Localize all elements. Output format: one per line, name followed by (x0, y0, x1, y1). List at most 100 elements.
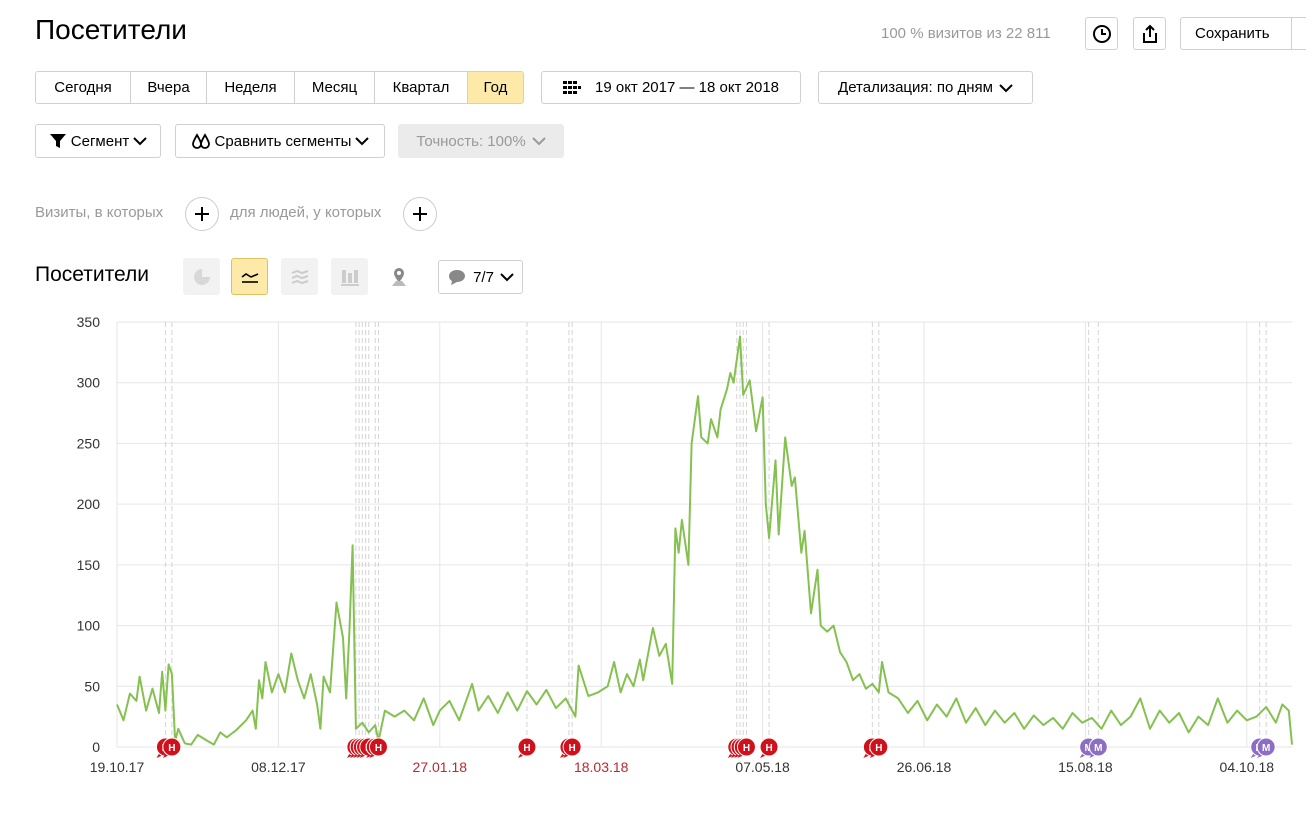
note-marker (1079, 753, 1087, 758)
y-tick-label: 150 (77, 557, 101, 573)
line-icon (241, 272, 258, 283)
note-marker (349, 737, 369, 757)
note-label: Н (743, 743, 750, 754)
save-label: Сохранить (1195, 25, 1270, 42)
note-label: Н (736, 743, 743, 754)
note-marker (737, 753, 745, 758)
add-filter-button[interactable] (185, 197, 219, 231)
history-button[interactable] (1085, 17, 1118, 50)
note-marker (352, 737, 372, 757)
section-title: Посетители (35, 263, 149, 286)
note-label: Н (362, 743, 369, 754)
accuracy-button: Точность: 100% (398, 124, 564, 158)
filter-label: Визиты, в которых (35, 204, 164, 221)
area-chart-button[interactable] (281, 258, 318, 295)
note-marker (733, 737, 753, 757)
period-option[interactable]: Вчера (131, 72, 207, 103)
period-option[interactable]: Сегодня (36, 72, 131, 103)
y-tick-label: 0 (92, 739, 100, 755)
chevron-icon (500, 273, 514, 282)
calendar-icon (563, 80, 581, 94)
note-label: Н (869, 743, 876, 754)
note-label: Н (875, 743, 882, 754)
save-dropdown[interactable] (1291, 18, 1306, 49)
y-tick-label: 200 (77, 496, 101, 512)
date-range: 19 окт 2017 — 18 окт 2018 (595, 79, 779, 96)
note-marker (1257, 753, 1265, 758)
pie-chart-button[interactable] (183, 258, 220, 295)
bars-icon (340, 269, 359, 286)
period-selector: Сегодня Вчера Неделя Месяц Квартал Год (35, 71, 524, 104)
period-option[interactable]: Неделя (207, 72, 295, 103)
note-marker (1256, 737, 1276, 757)
note-label: Н (375, 743, 382, 754)
note-marker (369, 753, 377, 758)
date-range-button[interactable]: 19 окт 2017 — 18 окт 2018 (541, 71, 801, 104)
note-marker (563, 753, 571, 758)
pie-icon (193, 268, 210, 285)
segment-label: Сегмент (70, 132, 130, 150)
note-label: М (1094, 743, 1102, 754)
note-marker (862, 737, 882, 757)
note-label: Н (740, 743, 747, 754)
note-marker (1079, 737, 1099, 757)
note-marker (517, 737, 537, 757)
note-marker (727, 737, 747, 757)
x-tick-label: 08.12.17 (251, 759, 306, 775)
accuracy-label: Точность: 100% (416, 132, 526, 150)
note-marker (155, 737, 175, 757)
filter-label: для людей, у которых (230, 204, 382, 221)
drops-icon (191, 133, 210, 149)
period-option[interactable]: Год (468, 72, 523, 103)
page-title: Посетители (35, 14, 187, 45)
save-button[interactable]: Сохранить (1180, 17, 1306, 50)
note-label: Н (352, 743, 359, 754)
y-tick-label: 50 (84, 678, 100, 694)
note-marker (162, 737, 182, 757)
area-icon (291, 269, 308, 284)
note-marker (162, 753, 170, 758)
note-marker (1250, 737, 1270, 757)
period-option[interactable]: Месяц (295, 72, 375, 103)
y-tick-label: 300 (77, 375, 101, 391)
note-marker (1089, 753, 1097, 758)
detail-label: Детализация: по дням (838, 79, 993, 96)
note-marker (731, 753, 739, 758)
compare-button[interactable]: Сравнить сегменты (175, 124, 385, 158)
note-label: Н (162, 743, 169, 754)
note-label: Н (733, 743, 740, 754)
add-filter-button[interactable] (403, 197, 437, 231)
segment-button[interactable]: Сегмент (35, 124, 161, 158)
notes-button[interactable]: 7/7 (438, 260, 523, 294)
x-tick-label: 27.01.18 (413, 759, 468, 775)
note-marker (346, 753, 354, 758)
note-marker (727, 753, 735, 758)
note-marker (760, 753, 768, 758)
y-tick-label: 250 (77, 435, 101, 451)
note-marker (1088, 737, 1108, 757)
note-label: М (1262, 743, 1270, 754)
note-marker (562, 737, 582, 757)
note-marker (730, 737, 750, 757)
note-marker (346, 737, 366, 757)
x-tick-label: 26.06.18 (897, 759, 952, 775)
chevron-icon (999, 83, 1013, 92)
note-marker (863, 753, 871, 758)
note-marker (350, 753, 358, 758)
note-marker (356, 737, 376, 757)
period-option[interactable]: Квартал (375, 72, 468, 103)
x-tick-label: 07.05.18 (735, 759, 790, 775)
notes-count: 7/7 (473, 268, 494, 286)
note-marker (559, 737, 579, 757)
note-label: Н (569, 743, 576, 754)
line-chart-button[interactable] (231, 258, 268, 295)
bar-chart-button[interactable] (331, 258, 368, 295)
export-button[interactable] (1133, 17, 1166, 50)
detail-button[interactable]: Детализация: по дням (818, 71, 1033, 104)
visits-info: 100 % визитов из 22 811 (881, 25, 1051, 42)
note-label: Н (765, 743, 772, 754)
map-button[interactable] (380, 258, 417, 295)
note-marker (517, 753, 525, 758)
note-marker (559, 753, 567, 758)
